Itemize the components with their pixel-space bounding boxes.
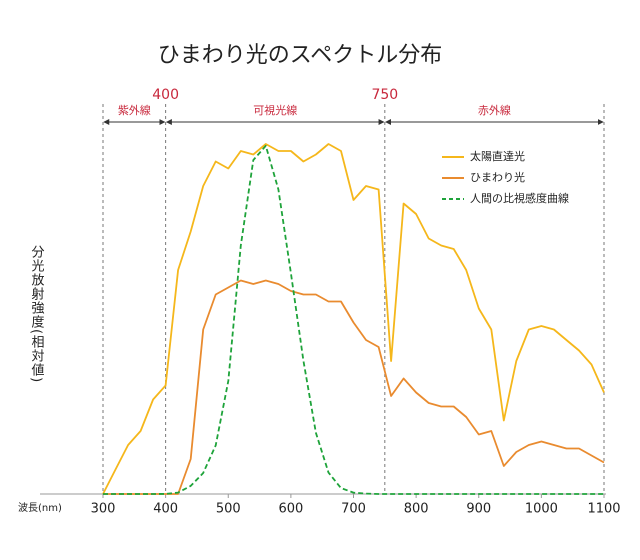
x-tick-label: 700 — [341, 502, 366, 517]
x-tick-label: 1100 — [587, 502, 620, 517]
region-label: 可視光線 — [253, 103, 297, 117]
legend-label: ひまわり光 — [470, 170, 525, 184]
x-axis-label: 波長(nm) — [18, 501, 62, 514]
x-tick-label: 300 — [91, 502, 116, 517]
x-tick-label: 500 — [216, 502, 241, 517]
x-tick-label: 400 — [153, 502, 178, 517]
boundary-label: 400 — [152, 87, 179, 103]
region-label: 赤外線 — [478, 104, 511, 117]
x-tick-label: 800 — [404, 502, 429, 517]
series-line — [103, 144, 604, 495]
x-tick-label: 1000 — [525, 502, 558, 517]
series-line — [103, 279, 605, 495]
x-tick-label: 600 — [278, 502, 303, 517]
legend-label: 人間の比視感度曲線 — [470, 191, 569, 205]
boundary-label: 750 — [371, 87, 398, 103]
x-tick-label: 900 — [466, 502, 491, 517]
chart-title: ひまわり光のスペクトル分布 — [158, 43, 442, 68]
y-axis-label: 分光放射強度(相対値) — [29, 245, 45, 383]
region-label: 紫外線 — [118, 104, 151, 117]
legend-label: 太陽直達光 — [470, 149, 525, 163]
series-line — [102, 143, 605, 495]
